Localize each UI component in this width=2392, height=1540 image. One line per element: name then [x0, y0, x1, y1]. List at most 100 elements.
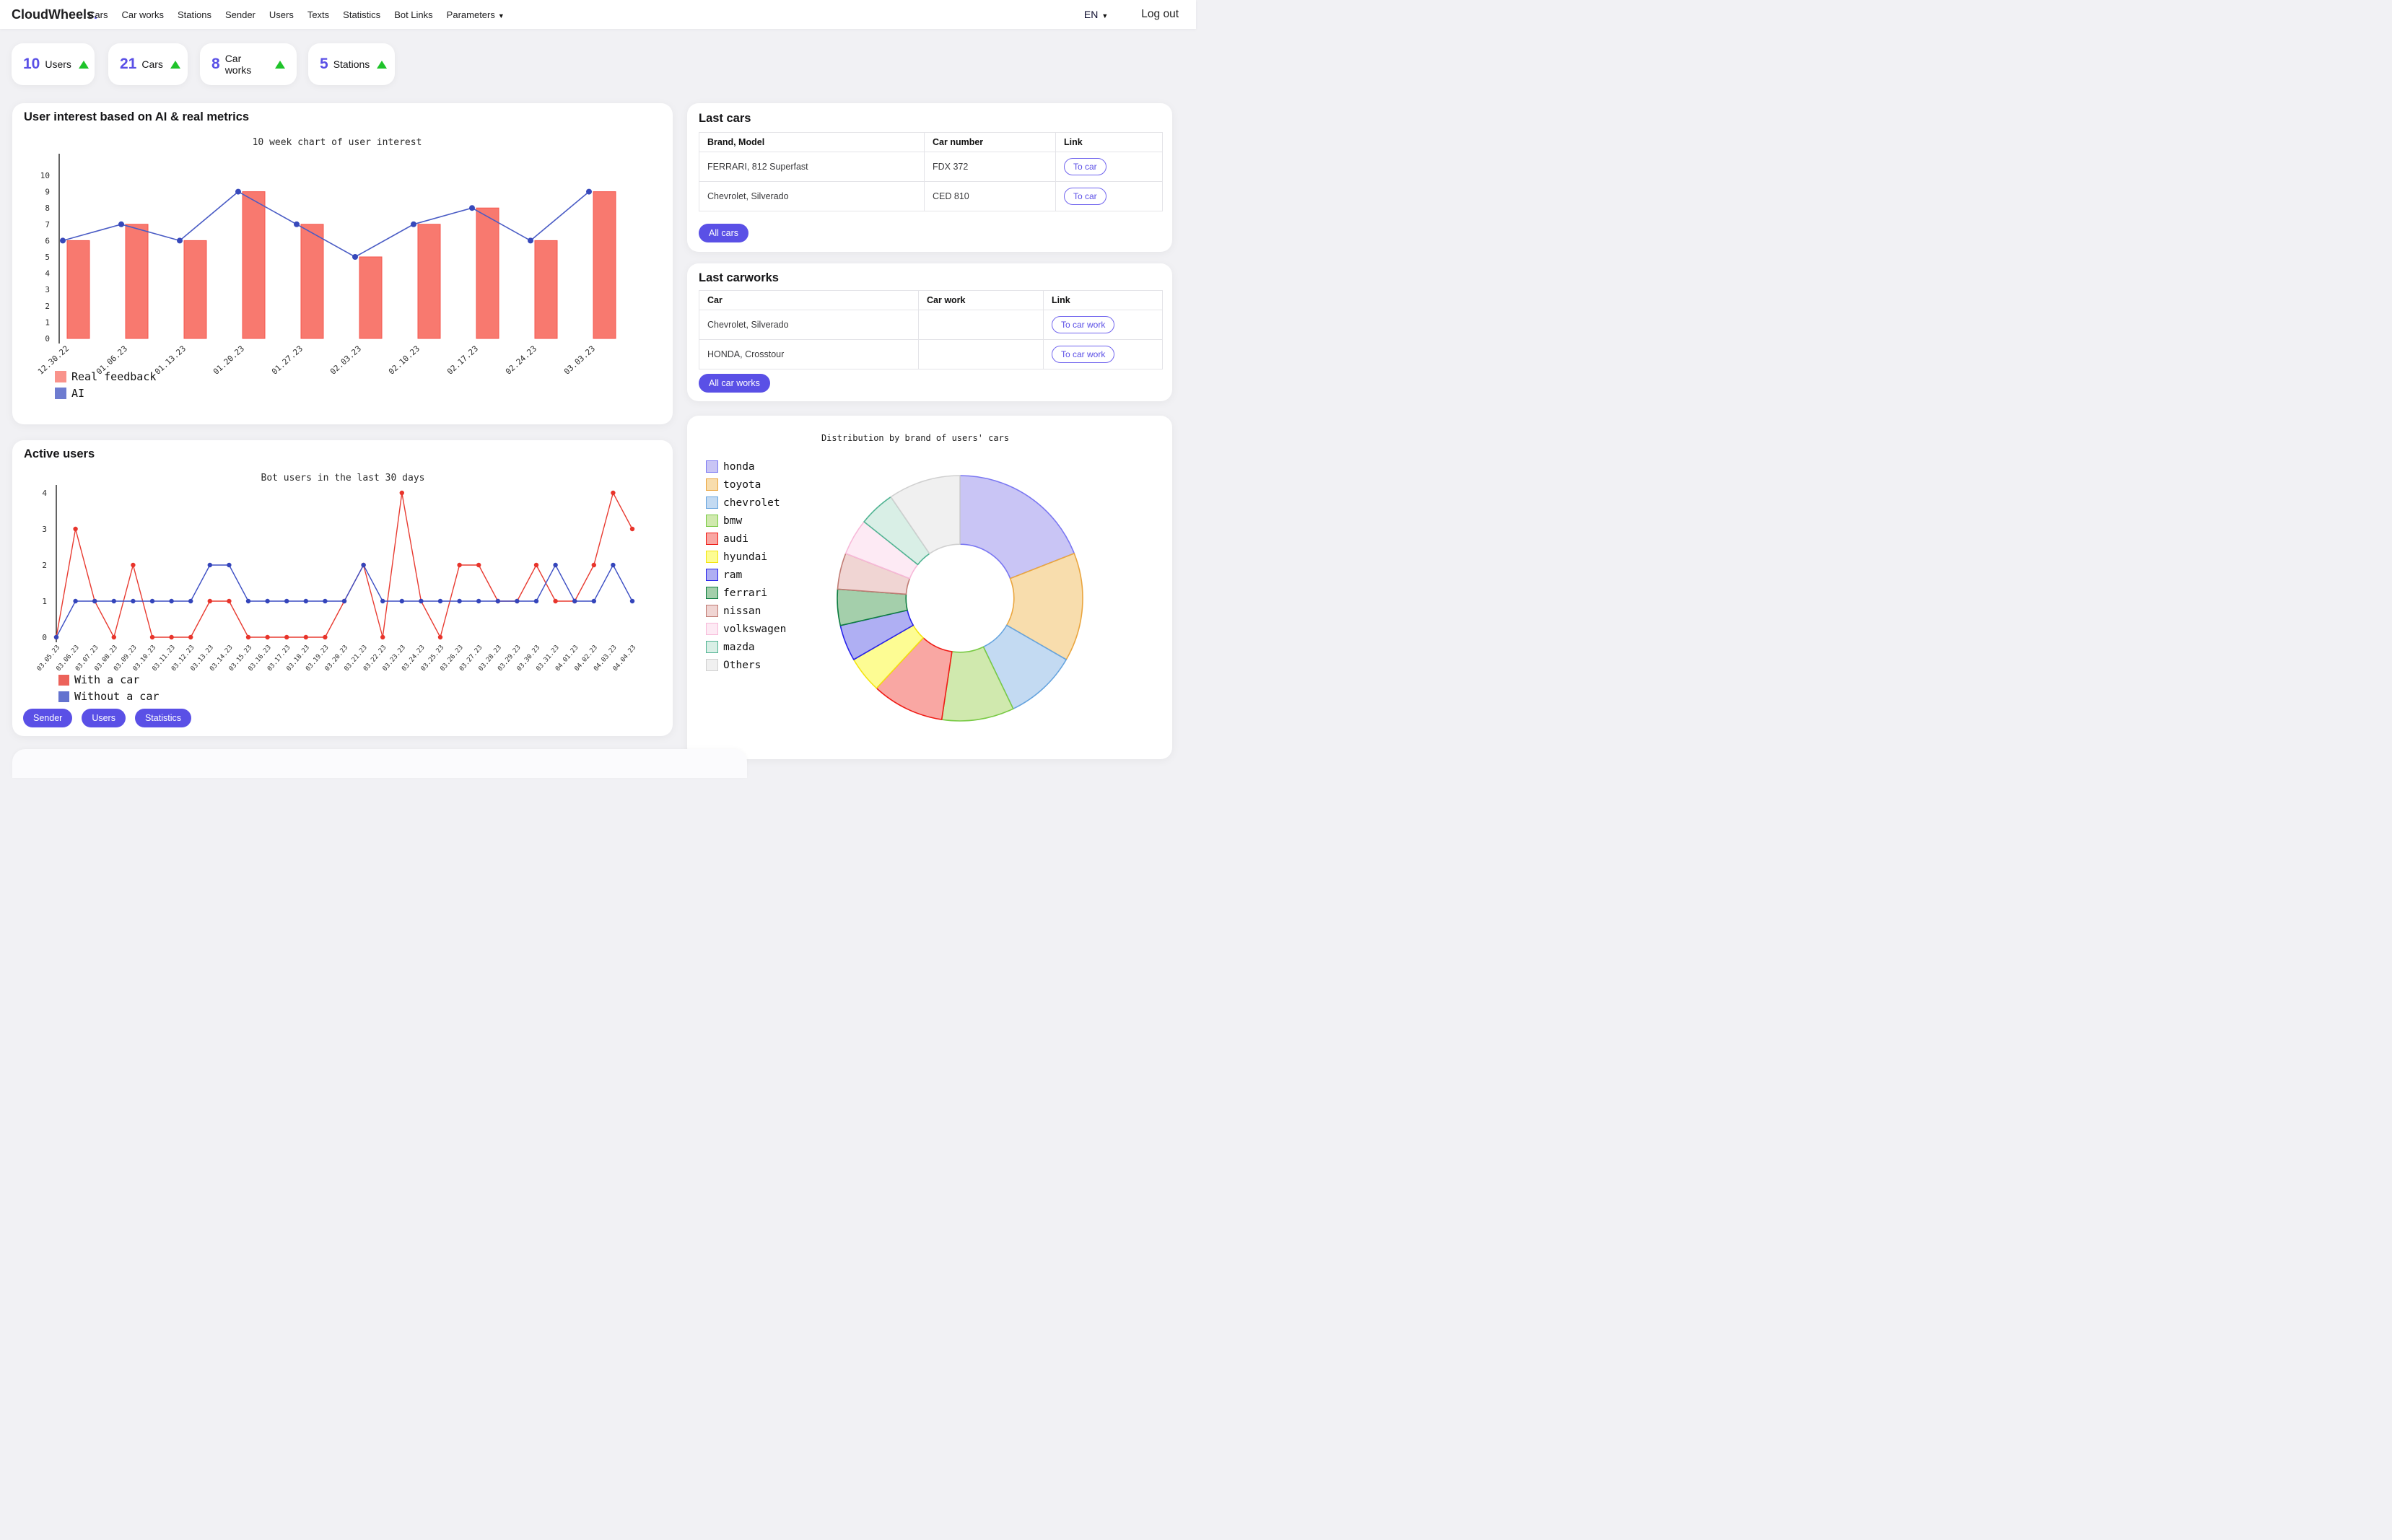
svg-text:8: 8: [45, 204, 50, 213]
to-car-work-button[interactable]: To car work: [1052, 346, 1115, 363]
stat-label-users: Users: [45, 58, 71, 70]
statistics-button[interactable]: Statistics: [134, 709, 191, 727]
svg-text:4: 4: [42, 489, 47, 498]
weekly-chart-legend: Real feedback AI: [55, 370, 156, 403]
active-users-card: Active users Bot users in the last 30 da…: [12, 440, 673, 736]
stat-value-users: 10: [23, 56, 40, 72]
ferrari-swatch: [706, 587, 718, 599]
nav-item-cars[interactable]: Cars: [88, 9, 108, 20]
cell-car: Chevrolet, Silverado: [699, 310, 919, 340]
brand-distribution-card: Distribution by brand of users' cars hon…: [687, 416, 1172, 759]
col-link: Link: [1043, 290, 1163, 310]
svg-text:02.17.23: 02.17.23: [445, 344, 480, 377]
legend-label: AI: [71, 387, 85, 400]
cell-link: To car: [1055, 181, 1163, 211]
svg-text:7: 7: [45, 220, 50, 229]
chevron-down-icon: ▼: [1101, 12, 1109, 19]
with-car-swatch: [58, 674, 69, 686]
legend-label: Real feedback: [71, 370, 157, 383]
to-car-button[interactable]: To car: [1064, 188, 1106, 205]
language-label: EN: [1083, 9, 1099, 20]
last-carworks-title: Last carworks: [699, 271, 779, 284]
svg-text:02.10.23: 02.10.23: [387, 344, 422, 377]
nav-item-texts[interactable]: Texts: [307, 9, 330, 20]
daily-chart-legend: With a car Without a car: [58, 673, 159, 706]
legend-label: ram: [723, 569, 743, 581]
svg-text:3: 3: [42, 525, 47, 534]
brand-text: CloudWheels: [12, 7, 95, 22]
table-row: Chevrolet, Silverado To car work: [699, 310, 1163, 340]
language-selector[interactable]: EN ▼: [1084, 9, 1108, 20]
stat-card-stations[interactable]: 5 Stations: [308, 43, 395, 85]
nav-item-car-works[interactable]: Car works: [121, 9, 164, 20]
stat-card-users[interactable]: 10 Users: [12, 43, 95, 85]
svg-text:02.03.23: 02.03.23: [328, 344, 363, 377]
legend-label: toyota: [723, 478, 761, 491]
legend-item-audi: audi: [706, 533, 786, 545]
svg-text:6: 6: [45, 236, 50, 245]
brand-logo[interactable]: CloudWheels.: [12, 0, 97, 29]
nav-item-stations[interactable]: Stations: [177, 9, 211, 20]
legend-label: Without a car: [74, 690, 160, 703]
legend-label: nissan: [723, 605, 761, 617]
active-users-buttons: Sender Users Statistics: [23, 709, 191, 727]
logout-button[interactable]: Log out: [1141, 8, 1179, 20]
nav-right-group: EN ▼ Log out: [1084, 0, 1179, 29]
stat-card-car-works[interactable]: 8 Car works: [200, 43, 297, 85]
col-link: Link: [1055, 132, 1163, 152]
cell-car-number: FDX 372: [924, 152, 1056, 182]
table-row: Chevrolet, Silverado CED 810 To car: [699, 181, 1163, 211]
legend-item-others: Others: [706, 659, 786, 671]
users-button[interactable]: Users: [82, 709, 126, 727]
all-car-works-button[interactable]: All car works: [699, 374, 770, 393]
legend-item-without-car: Without a car: [58, 690, 159, 703]
table-header-row: Car Car work Link: [699, 290, 1163, 310]
volkswagen-swatch: [706, 623, 718, 635]
weekly-interest-chart: 10 week chart of user interest 0 1 2 3 4 5 6 7 8 9…: [36, 137, 616, 377]
user-interest-card: User interest based on AI & real metrics…: [12, 103, 673, 424]
legend-item-bmw: bmw: [706, 515, 786, 527]
svg-text:01.20.23: 01.20.23: [211, 344, 246, 377]
nav-item-sender[interactable]: Sender: [224, 9, 256, 20]
svg-text:0: 0: [45, 334, 50, 344]
cell-link: To car work: [1043, 339, 1163, 369]
honda-swatch: [706, 460, 718, 473]
nav-item-bot-links[interactable]: Bot Links: [394, 9, 433, 20]
table-header-row: Brand, Model Car number Link: [699, 132, 1163, 152]
legend-item-chevrolet: chevrolet: [706, 496, 786, 509]
sender-button[interactable]: Sender: [23, 709, 73, 727]
to-car-button[interactable]: To car: [1064, 158, 1106, 175]
others-swatch: [706, 659, 718, 671]
to-car-work-button[interactable]: To car work: [1052, 316, 1115, 333]
top-nav-bar: CloudWheels. Cars Car works Stations Sen…: [0, 0, 1196, 29]
legend-label: ferrari: [723, 587, 768, 599]
table-row: FERRARI, 812 Superfast FDX 372 To car: [699, 152, 1163, 182]
stat-value-cars: 21: [120, 56, 137, 72]
svg-text:0: 0: [42, 633, 47, 642]
col-car: Car: [699, 290, 919, 310]
legend-item-real-feedback: Real feedback: [55, 370, 156, 383]
svg-text:Bot users in the last 30 days: Bot users in the last 30 days: [261, 473, 425, 484]
chevron-down-icon: ▼: [497, 12, 505, 19]
all-cars-button[interactable]: All cars: [699, 224, 748, 242]
legend-label: hyundai: [723, 551, 768, 563]
cell-brand-model: Chevrolet, Silverado: [699, 181, 925, 211]
trend-up-icon: [170, 60, 180, 69]
without-car-swatch: [58, 691, 69, 702]
svg-text:02.24.23: 02.24.23: [504, 344, 538, 377]
svg-text:01.13.23: 01.13.23: [153, 344, 188, 377]
nav-item-parameters[interactable]: Parameters ▼: [447, 9, 505, 20]
svg-text:4: 4: [45, 269, 50, 279]
last-carworks-card: Last carworks Car Car work Link Chevrole…: [687, 263, 1172, 401]
brand-dot: .: [94, 7, 98, 22]
toyota-swatch: [706, 478, 718, 491]
mazda-swatch: [706, 641, 718, 653]
nav-item-users[interactable]: Users: [269, 9, 294, 20]
nav-item-statistics[interactable]: Statistics: [343, 9, 381, 20]
stat-card-cars[interactable]: 21 Cars: [108, 43, 188, 85]
cell-car-number: CED 810: [924, 181, 1056, 211]
next-card-edge: [12, 749, 747, 778]
stat-label-stations: Stations: [333, 58, 370, 70]
chevrolet-swatch: [706, 496, 718, 509]
nav-item-parameters-label: Parameters: [446, 9, 495, 20]
